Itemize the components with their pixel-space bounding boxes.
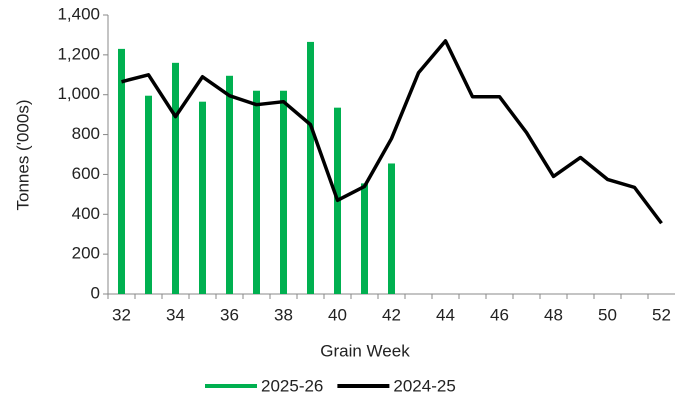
bar [199,101,206,294]
x-tick-label: 36 [220,305,239,324]
y-tick-label: 1,000 [57,84,100,103]
bar [280,90,287,294]
y-axis-label: Tonnes ('000s) [13,100,32,211]
bar [253,90,260,294]
bar [307,41,314,295]
bar [145,95,152,294]
y-tick-label: 400 [72,204,100,223]
x-tick-label: 44 [436,305,455,324]
legend-label: 2024-25 [393,376,455,395]
x-tick-label: 42 [382,305,401,324]
x-tick-label: 50 [598,305,617,324]
legend-label: 2025-26 [261,376,323,395]
y-tick-label: 0 [91,283,100,302]
y-tick-label: 600 [72,164,100,183]
y-tick-label: 200 [72,244,100,263]
x-tick-label: 46 [490,305,509,324]
x-tick-label: 52 [652,305,671,324]
x-tick-label: 34 [166,305,185,324]
y-tick-label: 1,400 [57,4,100,23]
y-tick-label: 1,200 [57,44,100,63]
y-tick-label: 800 [72,124,100,143]
bar [118,48,125,294]
x-axis-label: Grain Week [320,341,410,360]
bar [172,62,179,295]
bar [226,75,233,295]
x-tick-label: 32 [112,305,131,324]
x-tick-label: 38 [274,305,293,324]
x-tick-label: 48 [544,305,563,324]
bar [361,183,368,294]
line [121,39,663,225]
bar [388,163,395,294]
x-tick-label: 40 [328,305,347,324]
